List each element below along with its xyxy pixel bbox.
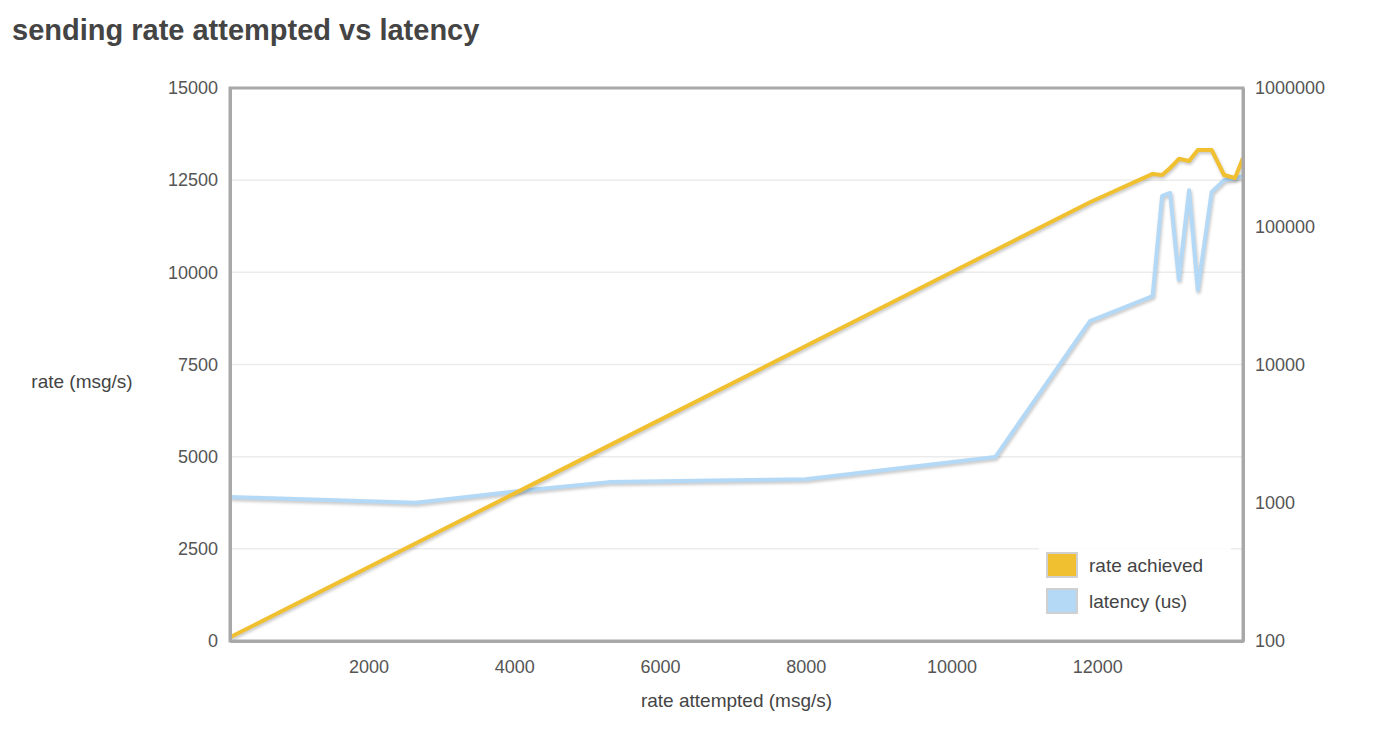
plot-frame <box>230 88 1243 641</box>
tick-label: 1000000 <box>1255 78 1325 98</box>
grid-line <box>230 456 1243 458</box>
tick: 100 <box>1243 631 1285 651</box>
tick-label: 0 <box>208 631 218 651</box>
grid-line <box>230 179 1243 181</box>
x-axis-title: rate attempted (msg/s) <box>641 690 832 711</box>
y-axis: 0 2500 5000 7500 10000 12500 15000 <box>168 78 231 651</box>
tick: 5000 <box>178 447 230 467</box>
chart: sending rate attempted vs latency 2000 400… <box>0 0 1384 744</box>
tick-label: 7500 <box>178 355 218 375</box>
tick: 100000 <box>1243 217 1315 237</box>
tick-label: 10000 <box>1255 355 1305 375</box>
y-axis-title: rate (msg/s) <box>31 371 132 392</box>
legend-label: rate achieved <box>1089 555 1203 576</box>
series-line <box>230 150 1243 637</box>
tick-label: 15000 <box>168 78 218 98</box>
tick: 12000 <box>1073 641 1123 677</box>
tick-label: 2500 <box>178 539 218 559</box>
tick: 1000000 <box>1243 78 1325 98</box>
axis-line <box>231 640 1244 643</box>
grid-line <box>230 640 1243 642</box>
tick-label: 10000 <box>168 263 218 283</box>
grid-line <box>230 272 1243 274</box>
legend: rate achieved latency (us) <box>1039 545 1231 629</box>
tick-label: 4000 <box>495 657 535 677</box>
tick: 7500 <box>178 355 230 375</box>
grid <box>230 88 1243 641</box>
tick-label: 100 <box>1255 631 1285 651</box>
tick: 12500 <box>168 170 230 190</box>
tick: 6000 <box>640 641 680 677</box>
tick: 4000 <box>495 641 535 677</box>
tick-label: 100000 <box>1255 217 1315 237</box>
tick: 15000 <box>168 78 230 98</box>
y2-axis: 100 1000 10000 100000 1000000 <box>1243 78 1325 651</box>
tick-label: 5000 <box>178 447 218 467</box>
tick-label: 8000 <box>786 657 826 677</box>
tick-label: 2000 <box>349 657 389 677</box>
series-line <box>230 176 1243 503</box>
tick: 10000 <box>927 641 977 677</box>
legend-swatch <box>1047 553 1077 577</box>
tick: 2000 <box>349 641 389 677</box>
tick-label: 6000 <box>640 657 680 677</box>
legend-label: latency (us) <box>1089 591 1187 612</box>
tick: 2500 <box>178 539 230 559</box>
tick-label: 12000 <box>1073 657 1123 677</box>
tick-label: 1000 <box>1255 493 1295 513</box>
tick-label: 12500 <box>168 170 218 190</box>
legend-box <box>1039 545 1231 629</box>
legend-item: rate achieved <box>1047 553 1203 577</box>
plot-area <box>230 150 1243 637</box>
grid-line <box>230 364 1243 366</box>
tick-label: 10000 <box>927 657 977 677</box>
legend-item: latency (us) <box>1047 589 1187 613</box>
axis-line <box>1242 89 1245 642</box>
x-axis: 2000 4000 6000 8000 10000 12000 <box>231 641 1244 677</box>
tick: 10000 <box>1243 355 1305 375</box>
tick: 10000 <box>168 263 230 283</box>
tick: 1000 <box>1243 493 1295 513</box>
legend-swatch <box>1047 589 1077 613</box>
tick: 8000 <box>786 641 826 677</box>
title: sending rate attempted vs latency <box>12 14 479 46</box>
axis-line <box>229 89 232 642</box>
tick: 0 <box>208 631 230 651</box>
